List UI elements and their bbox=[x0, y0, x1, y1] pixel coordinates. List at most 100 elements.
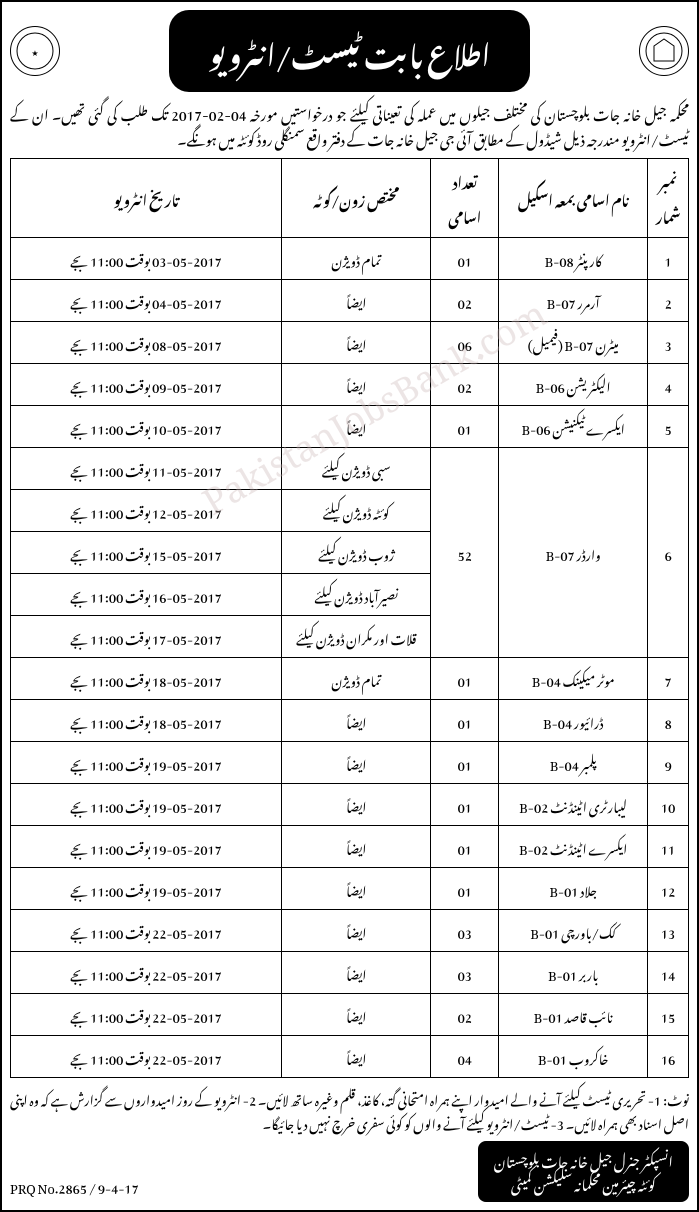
intro-paragraph: محکمہ جیل خانہ جات بلوچستان کی مختلف جیل… bbox=[10, 100, 689, 150]
table-row: 3میٹرن B-07 (فیمیل)06ایضاً08-05-2017 بوق… bbox=[11, 322, 689, 364]
footer-row: انسپکٹر جنرل جیل خانہ جات بلوچستان کوئٹہ… bbox=[10, 1141, 689, 1202]
cell-date: 17-05-2017 بوقت 11:00 بجے bbox=[11, 616, 282, 658]
cell-count: 04 bbox=[431, 1036, 499, 1078]
cell-count: 01 bbox=[431, 784, 499, 826]
cell-name: ایکسرے اٹینڈنٹ B-02 bbox=[499, 826, 648, 868]
signature-line2: کوئٹہ چیئرمین محکمانہ سلیکشن کمیٹی bbox=[494, 1172, 673, 1194]
cell-quota: ایضاً bbox=[282, 952, 431, 994]
cell-quota: ایضاً bbox=[282, 784, 431, 826]
table-header-row: نمبر شمار نام اسامی بمعہ اسکیل تعداد اسا… bbox=[11, 159, 689, 238]
cell-quota: نصیرآباد ڈویژن کیلئے bbox=[282, 574, 431, 616]
table-row: 6وارڈر B-0752سبی ڈویژن کیلئے11-05-2017 ب… bbox=[11, 448, 689, 490]
cell-name: لیبارٹری اٹینڈنٹ B-02 bbox=[499, 784, 648, 826]
cell-name: کارپنٹر B-08 bbox=[499, 238, 648, 280]
cell-quota: سبی ڈویژن کیلئے bbox=[282, 448, 431, 490]
cell-date: 22-05-2017 بوقت 11:00 بجے bbox=[11, 910, 282, 952]
cell-quota: ایضاً bbox=[282, 910, 431, 952]
cell-sn: 10 bbox=[648, 784, 689, 826]
cell-date: 22-05-2017 بوقت 11:00 بجے bbox=[11, 994, 282, 1036]
header-sn: نمبر شمار bbox=[648, 159, 689, 238]
cell-sn: 15 bbox=[648, 994, 689, 1036]
cell-sn: 2 bbox=[648, 280, 689, 322]
table-row: 15نائب قاصد B-0102ایضاً22-05-2017 بوقت 1… bbox=[11, 994, 689, 1036]
cell-quota: ایضاً bbox=[282, 742, 431, 784]
table-row: 5ایکسرے ٹیکنیشن B-0601ایضاً10-05-2017 بو… bbox=[11, 406, 689, 448]
prq-number: PRQ No.2865 / 9-4-17 bbox=[10, 1169, 139, 1202]
cell-count: 02 bbox=[431, 994, 499, 1036]
cell-count: 01 bbox=[431, 742, 499, 784]
cell-count: 01 bbox=[431, 868, 499, 910]
cell-sn: 14 bbox=[648, 952, 689, 994]
cell-sn: 3 bbox=[648, 322, 689, 364]
cell-date: 03-05-2017 بوقت 11:00 بجے bbox=[11, 238, 282, 280]
cell-date: 18-05-2017 بوقت 11:00 بجے bbox=[11, 658, 282, 700]
cell-name: ایکسرے ٹیکنیشن B-06 bbox=[499, 406, 648, 448]
header-date: تاریخ انٹرویو bbox=[11, 159, 282, 238]
table-row: 4الیکٹریشن B-0602ایضاً09-05-2017 بوقت 11… bbox=[11, 364, 689, 406]
cell-sn: 7 bbox=[648, 658, 689, 700]
signature-line1: انسپکٹر جنرل جیل خانہ جات بلوچستان bbox=[494, 1149, 673, 1171]
cell-quota: ایضاً bbox=[282, 1036, 431, 1078]
cell-name: موٹر میکینک B-04 bbox=[499, 658, 648, 700]
cell-sn: 9 bbox=[648, 742, 689, 784]
header-quota: مختص زون/کوٹہ bbox=[282, 159, 431, 238]
cell-name: آرمرر B-07 bbox=[499, 280, 648, 322]
cell-date: 19-05-2017 بوقت 11:00 بجے bbox=[11, 826, 282, 868]
cell-quota: ایضاً bbox=[282, 406, 431, 448]
cell-sn: 12 bbox=[648, 868, 689, 910]
cell-name: خاکروب B-01 bbox=[499, 1036, 648, 1078]
table-row: 11ایکسرے اٹینڈنٹ B-0201ایضاً19-05-2017 ب… bbox=[11, 826, 689, 868]
cell-sn: 16 bbox=[648, 1036, 689, 1078]
cell-sn: 4 bbox=[648, 364, 689, 406]
cell-sn: 5 bbox=[648, 406, 689, 448]
header-count: تعداد اسامی bbox=[431, 159, 499, 238]
page-title: اطلاع بابت ٹیسٹ/انٹرویو bbox=[169, 10, 531, 92]
svg-text:★: ★ bbox=[31, 41, 38, 61]
table-row: 8ڈرائیور B-0401ایضاً18-05-2017 بوقت 11:0… bbox=[11, 700, 689, 742]
logo-right-icon bbox=[639, 26, 689, 76]
cell-count: 03 bbox=[431, 910, 499, 952]
header-row: اطلاع بابت ٹیسٹ/انٹرویو ★ bbox=[10, 10, 689, 92]
table-row: 13کک/باورچی B-0103ایضاً22-05-2017 بوقت 1… bbox=[11, 910, 689, 952]
cell-quota: ایضاً bbox=[282, 700, 431, 742]
cell-count: 01 bbox=[431, 700, 499, 742]
cell-count: 02 bbox=[431, 280, 499, 322]
cell-date: 11-05-2017 بوقت 11:00 بجے bbox=[11, 448, 282, 490]
cell-count: 03 bbox=[431, 952, 499, 994]
cell-count: 01 bbox=[431, 406, 499, 448]
cell-date: 22-05-2017 بوقت 11:00 بجے bbox=[11, 952, 282, 994]
cell-quota: ایضاً bbox=[282, 994, 431, 1036]
cell-sn: 6 bbox=[648, 448, 689, 658]
header-name: نام اسامی بمعہ اسکیل bbox=[499, 159, 648, 238]
cell-name: وارڈر B-07 bbox=[499, 448, 648, 658]
table-row: 7موٹر میکینک B-0401تمام ڈویژن18-05-2017 … bbox=[11, 658, 689, 700]
cell-count: 06 bbox=[431, 322, 499, 364]
cell-sn: 13 bbox=[648, 910, 689, 952]
cell-date: 10-05-2017 بوقت 11:00 بجے bbox=[11, 406, 282, 448]
table-row: 14باربر B-0103ایضاً22-05-2017 بوقت 11:00… bbox=[11, 952, 689, 994]
cell-name: پلمبر B-04 bbox=[499, 742, 648, 784]
cell-name: جلاد B-01 bbox=[499, 868, 648, 910]
table-row: 2آرمرر B-0702ایضاً04-05-2017 بوقت 11:00 … bbox=[11, 280, 689, 322]
cell-date: 09-05-2017 بوقت 11:00 بجے bbox=[11, 364, 282, 406]
cell-name: میٹرن B-07 (فیمیل) bbox=[499, 322, 648, 364]
cell-quota: ایضاً bbox=[282, 322, 431, 364]
cell-quota: ایضاً bbox=[282, 280, 431, 322]
cell-date: 04-05-2017 بوقت 11:00 بجے bbox=[11, 280, 282, 322]
intro-line2: مندرجہ ذیل شیڈول کے مطابق آئی جی جیل خان… bbox=[177, 120, 619, 155]
table-row: 9پلمبر B-0401ایضاً19-05-2017 بوقت 11:00 … bbox=[11, 742, 689, 784]
cell-date: 15-05-2017 بوقت 11:00 بجے bbox=[11, 532, 282, 574]
cell-date: 19-05-2017 بوقت 11:00 بجے bbox=[11, 868, 282, 910]
cell-sn: 8 bbox=[648, 700, 689, 742]
cell-name: نائب قاصد B-01 bbox=[499, 994, 648, 1036]
cell-date: 19-05-2017 بوقت 11:00 بجے bbox=[11, 784, 282, 826]
cell-date: 12-05-2017 بوقت 11:00 بجے bbox=[11, 490, 282, 532]
cell-quota: ایضاً bbox=[282, 364, 431, 406]
cell-date: 22-05-2017 بوقت 11:00 بجے bbox=[11, 1036, 282, 1078]
cell-date: 18-05-2017 بوقت 11:00 بجے bbox=[11, 700, 282, 742]
cell-quota: تمام ڈویژن bbox=[282, 658, 431, 700]
table-row: 10لیبارٹری اٹینڈنٹ B-0201ایضاً19-05-2017… bbox=[11, 784, 689, 826]
logo-left-icon: ★ bbox=[10, 26, 60, 76]
cell-quota: تمام ڈویژن bbox=[282, 238, 431, 280]
cell-quota: ایضاً bbox=[282, 826, 431, 868]
